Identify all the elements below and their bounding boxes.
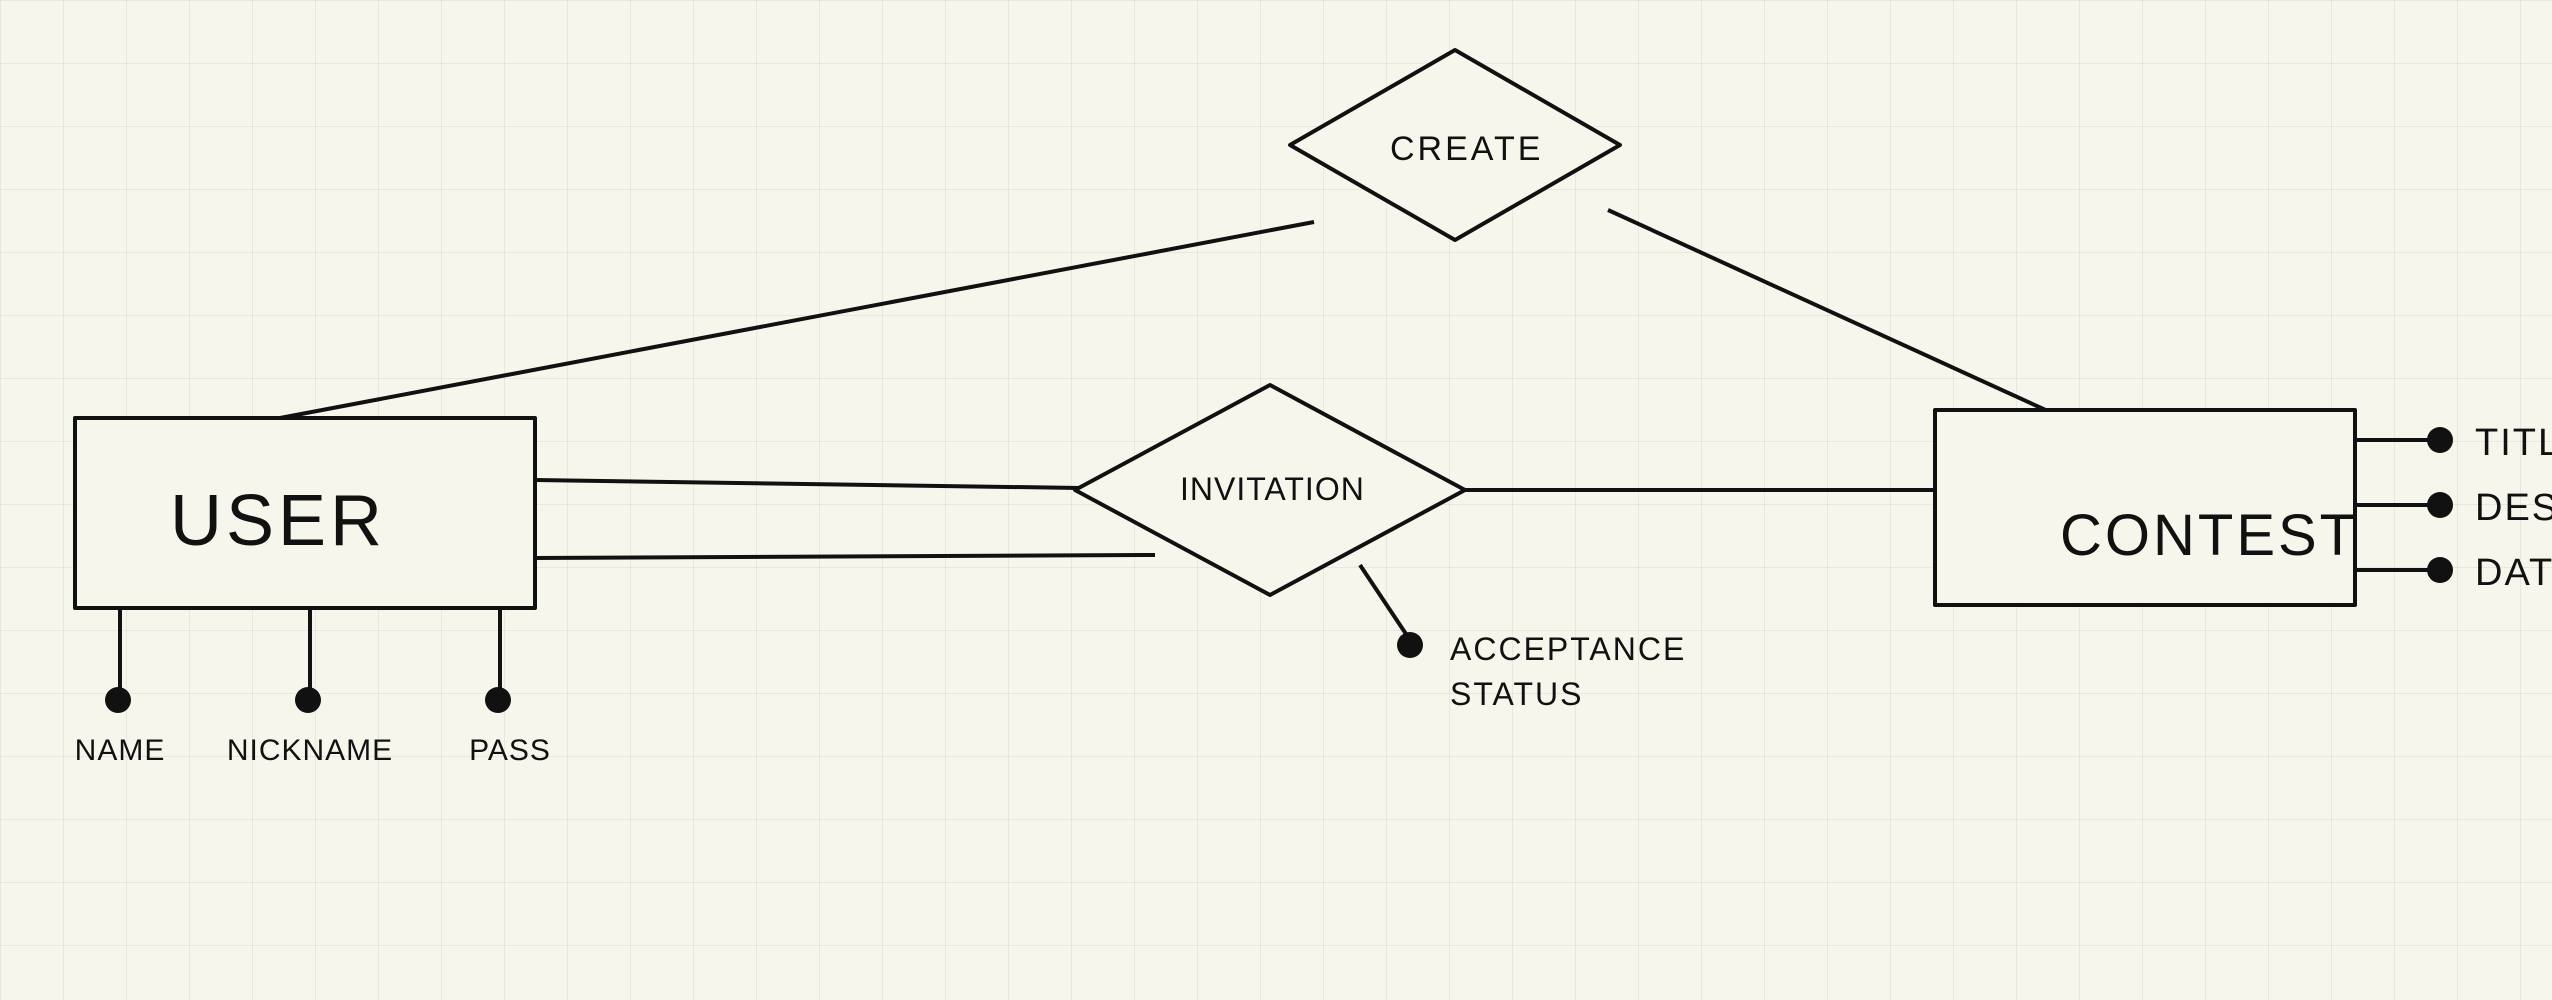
- edge-invitation-user-top: [535, 480, 1080, 488]
- attribute-pass: PASS: [469, 608, 551, 767]
- attribute-acceptance-status: ACCEPTANCE STATUS: [1360, 565, 1686, 712]
- edge-invitation-user-bottom: [535, 555, 1155, 558]
- relationship-create-label: CREATE: [1390, 130, 1543, 168]
- er-diagram: CREATE INVITATION ACCEPTANCE STATUS USER…: [0, 0, 2552, 1000]
- attribute-name-label: NAME: [75, 734, 166, 767]
- entity-user-label: USER: [170, 481, 386, 561]
- edge-create-contest: [1608, 210, 2050, 412]
- attribute-nickname: NICKNAME: [227, 608, 393, 767]
- attribute-desc-label: DESC: [2475, 487, 2552, 529]
- attribute-pass-label: PASS: [469, 734, 551, 767]
- entity-contest: CONTEST: [1935, 410, 2358, 605]
- relationship-invitation: INVITATION: [1075, 385, 1465, 595]
- attribute-title: TITLE: [2355, 422, 2552, 464]
- attribute-date-label: DATE: [2475, 552, 2552, 594]
- entity-user: USER: [75, 418, 535, 608]
- relationship-invitation-label: INVITATION: [1180, 471, 1365, 507]
- attribute-nickname-label: NICKNAME: [227, 734, 393, 767]
- entity-contest-label: CONTEST: [2060, 503, 2358, 568]
- attribute-date: DATE: [2355, 552, 2552, 594]
- relationship-create: CREATE: [1290, 50, 1620, 240]
- attribute-name: NAME: [75, 608, 166, 767]
- attribute-title-label: TITLE: [2475, 422, 2552, 464]
- attribute-desc: DESC: [2355, 487, 2552, 529]
- attribute-acceptance-status-label-1: ACCEPTANCE: [1450, 631, 1686, 667]
- attribute-acceptance-status-label-2: STATUS: [1450, 676, 1583, 712]
- edge-create-user: [280, 222, 1314, 418]
